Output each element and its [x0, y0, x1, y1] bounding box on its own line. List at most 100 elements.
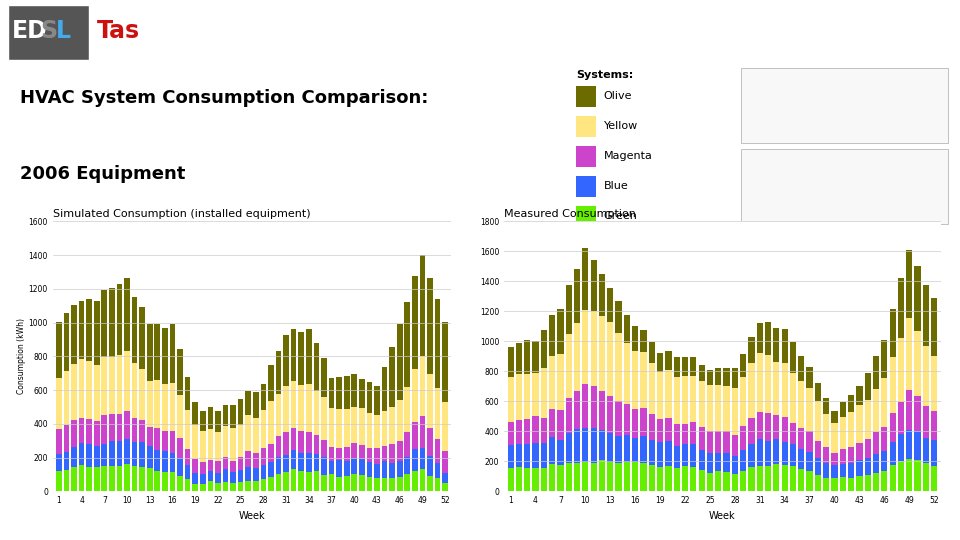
Bar	[283, 433, 289, 455]
Bar	[344, 461, 349, 476]
Bar	[574, 268, 580, 323]
Bar	[840, 477, 846, 491]
Bar	[404, 387, 410, 433]
Bar	[170, 453, 176, 472]
Bar	[139, 420, 145, 442]
Bar	[207, 429, 213, 460]
Bar	[71, 364, 77, 420]
Bar	[558, 465, 564, 491]
Bar	[147, 468, 153, 491]
Bar	[382, 461, 388, 478]
Bar	[230, 428, 236, 461]
Bar	[657, 372, 663, 419]
Bar	[540, 443, 547, 468]
Bar	[299, 332, 304, 385]
Bar	[79, 418, 84, 443]
Bar	[558, 410, 564, 440]
Bar	[306, 384, 312, 433]
Bar	[238, 470, 244, 482]
Bar	[665, 466, 672, 491]
Bar	[781, 442, 788, 464]
Bar	[707, 453, 713, 472]
Bar	[336, 409, 342, 448]
Bar	[71, 447, 77, 467]
Bar	[56, 322, 61, 379]
Bar	[291, 450, 297, 469]
Bar	[732, 474, 738, 491]
Bar	[624, 435, 630, 462]
Bar	[923, 463, 929, 491]
Bar	[715, 471, 721, 491]
Bar	[583, 248, 588, 310]
Bar	[207, 482, 213, 491]
Bar	[915, 332, 921, 396]
Bar	[359, 475, 365, 491]
Bar	[915, 431, 921, 460]
Bar	[707, 431, 713, 453]
Bar	[690, 376, 696, 422]
Bar	[200, 411, 205, 431]
Bar	[223, 482, 228, 491]
Bar	[831, 478, 838, 491]
Bar	[155, 450, 160, 471]
Bar	[524, 418, 530, 444]
Bar	[665, 370, 672, 417]
Bar	[873, 389, 879, 432]
Bar	[865, 374, 871, 400]
Bar	[215, 432, 221, 461]
Bar	[367, 462, 372, 477]
Bar	[404, 475, 410, 491]
Bar	[649, 440, 655, 465]
Bar	[657, 442, 663, 467]
Bar	[427, 278, 433, 374]
Bar	[516, 374, 522, 420]
Bar	[336, 476, 342, 491]
Bar	[798, 469, 804, 491]
Bar	[321, 475, 326, 491]
Bar	[443, 402, 448, 451]
Bar	[890, 413, 896, 442]
Bar	[865, 439, 871, 458]
Bar	[848, 463, 854, 478]
Bar	[682, 424, 688, 444]
Bar	[831, 423, 838, 453]
Bar	[624, 404, 630, 435]
Bar	[420, 356, 425, 416]
Text: Magenta: Magenta	[604, 151, 653, 161]
Bar	[56, 471, 61, 491]
Bar	[367, 448, 372, 462]
Bar	[71, 420, 77, 447]
Bar	[576, 116, 596, 137]
Bar	[773, 440, 780, 464]
Bar	[374, 464, 380, 478]
Bar	[682, 376, 688, 424]
Bar	[898, 402, 904, 434]
Bar	[915, 266, 921, 332]
Bar	[396, 477, 402, 491]
Bar	[283, 472, 289, 491]
Bar	[674, 424, 680, 446]
Bar	[732, 388, 738, 435]
Text: S: S	[40, 19, 58, 43]
Bar	[276, 351, 281, 394]
Bar	[63, 425, 69, 452]
Bar	[328, 408, 334, 447]
Bar	[63, 371, 69, 425]
Bar	[230, 461, 236, 472]
Bar	[565, 433, 572, 463]
Bar	[230, 472, 236, 483]
Bar	[607, 396, 613, 433]
Bar	[931, 467, 937, 491]
Bar	[781, 417, 788, 442]
Bar	[856, 386, 862, 406]
Bar	[590, 311, 597, 386]
Bar	[336, 460, 342, 476]
Bar	[132, 296, 137, 363]
Bar	[732, 435, 738, 456]
Bar	[724, 471, 730, 491]
Bar	[840, 464, 846, 477]
Bar	[881, 471, 887, 491]
Bar	[565, 463, 572, 491]
Bar	[690, 422, 696, 444]
Bar	[367, 382, 372, 413]
